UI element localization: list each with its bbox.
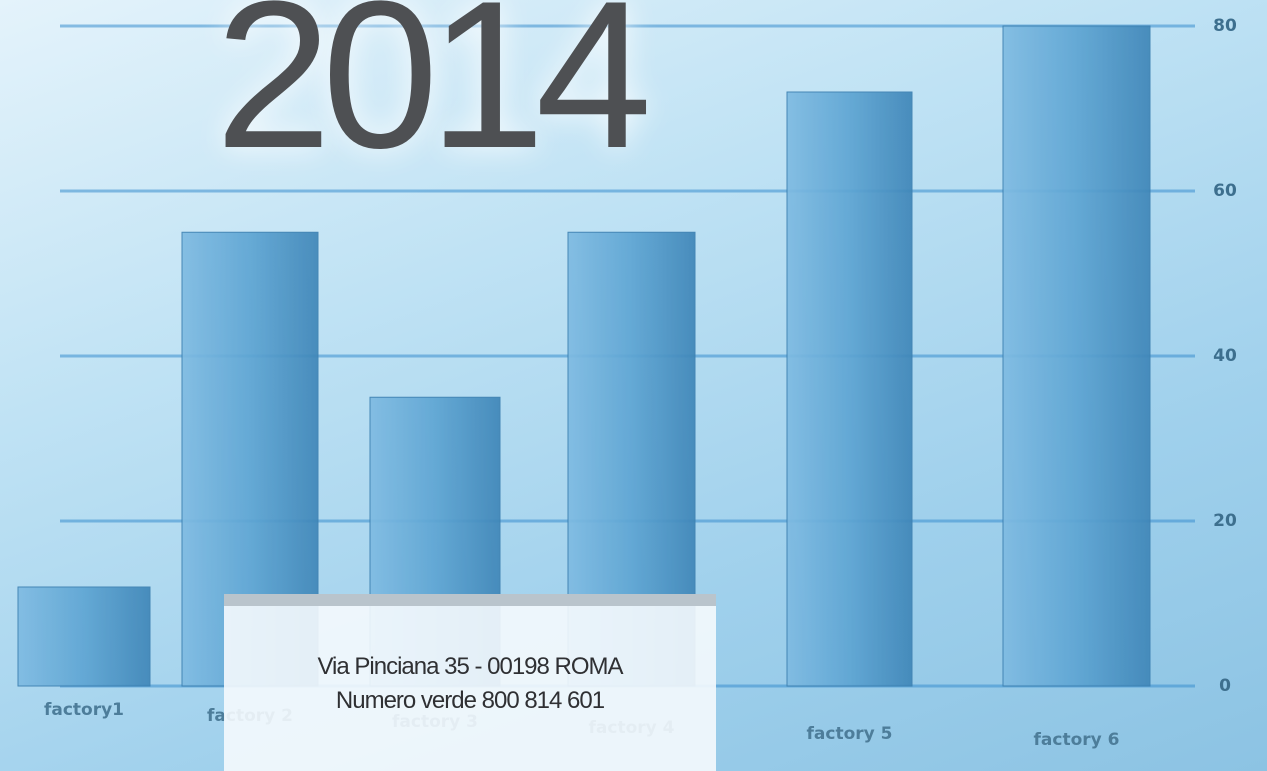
bar bbox=[1003, 26, 1150, 686]
contact-box: Via Pinciana 35 - 00198 ROMA Numero verd… bbox=[224, 594, 716, 771]
x-tick-label: factory 6 bbox=[1034, 730, 1120, 750]
phone: Numero verde 800 814 601 bbox=[224, 684, 716, 718]
y-tick-label: 40 bbox=[1213, 346, 1237, 366]
bar bbox=[787, 92, 912, 686]
year-title: 2014 bbox=[215, 0, 642, 180]
y-tick-label: 0 bbox=[1219, 676, 1231, 696]
y-tick-label: 60 bbox=[1213, 181, 1237, 201]
bar bbox=[18, 587, 150, 686]
banner: 020406080factory1factory 2factory 3facto… bbox=[0, 0, 1267, 771]
x-tick-label: factory1 bbox=[44, 700, 124, 720]
y-tick-label: 80 bbox=[1213, 16, 1237, 36]
x-tick-label: factory 5 bbox=[807, 724, 893, 744]
address: Via Pinciana 35 - 00198 ROMA bbox=[224, 650, 716, 684]
y-tick-label: 20 bbox=[1213, 511, 1237, 531]
